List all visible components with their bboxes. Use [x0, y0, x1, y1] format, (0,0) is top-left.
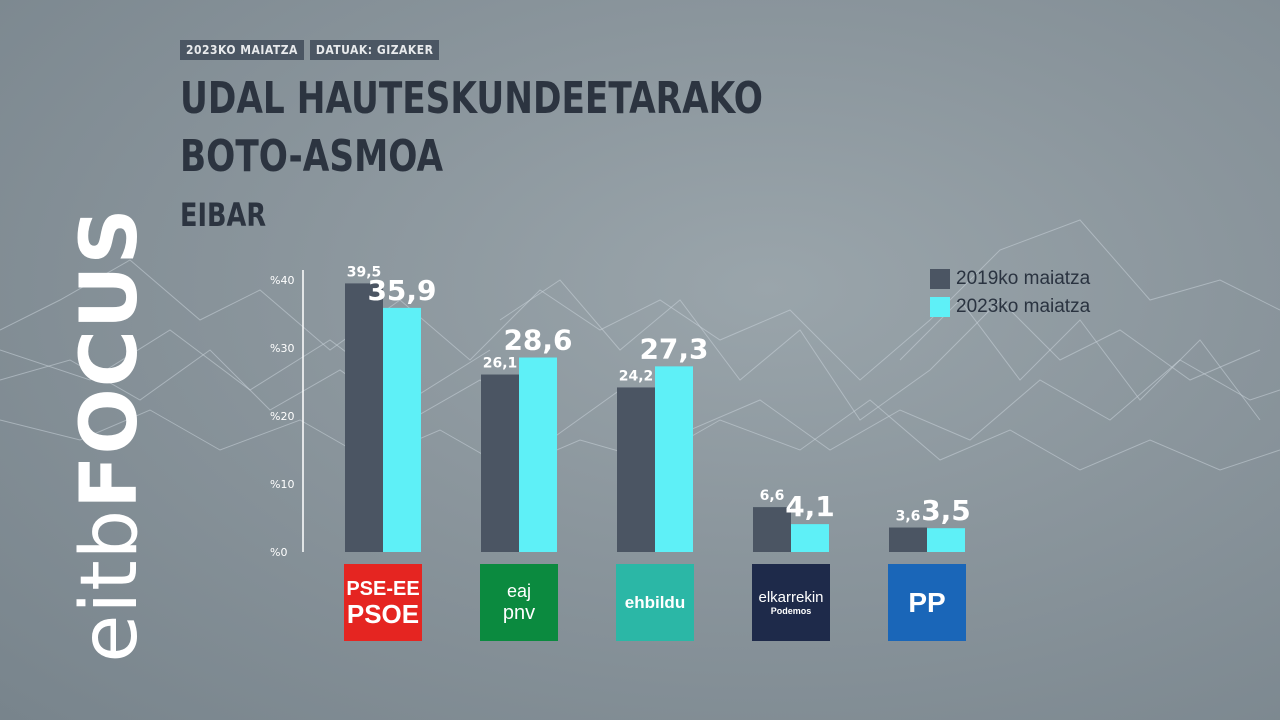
party-logo-ehbildu: ehbildu	[616, 564, 694, 641]
party-logo-ehbildu-line1: ehbildu	[624, 592, 686, 612]
chart-title: UDAL HAUTESKUNDEETARAKO BOTO-ASMOA	[180, 70, 763, 186]
data-label-2019-2: 24,2	[619, 368, 654, 384]
party-logo-pp: PP	[888, 564, 966, 641]
party-logo-elkarrekin-line1: elkarrekin	[758, 589, 824, 606]
bar-2019-3	[753, 507, 791, 552]
header-tags: 2023KO MAIATZA DATUAK: GIZAKER	[180, 40, 440, 60]
data-label-2023-2: 27,3	[639, 332, 708, 365]
y-tick-label: %20	[270, 410, 294, 423]
data-label-2023-1: 28,6	[503, 324, 572, 357]
data-label-2019-1: 26,1	[483, 356, 518, 372]
legend-item-2019: 2019ko maiatza	[930, 268, 1090, 290]
bar-2019-4	[889, 527, 927, 552]
y-tick-label: %0	[270, 546, 287, 559]
party-logo-psoe-line2: PSOE	[346, 598, 420, 629]
source-tag: DATUAK: GIZAKER	[309, 40, 440, 60]
title-line-2: BOTO-ASMOA	[180, 131, 444, 182]
y-tick-label: %30	[270, 342, 294, 355]
data-label-2023-3: 4,1	[785, 490, 835, 523]
legend-label-2023: 2023ko maiatza	[956, 296, 1091, 317]
bar-2023-1	[519, 357, 557, 552]
legend-swatch-2019	[930, 269, 950, 289]
party-logo-psoe-line1: PSE-EE	[346, 577, 420, 600]
y-tick-label: %10	[270, 478, 294, 491]
data-label-2019-3: 6,6	[760, 488, 785, 504]
legend-label-2019: 2019ko maiatza	[956, 268, 1091, 289]
party-logo-elkarrekin: elkarrekin Podemos	[752, 564, 830, 641]
y-tick-label: %40	[270, 274, 294, 287]
party-logo-elkarrekin-line2: Podemos	[770, 606, 812, 616]
chart-subtitle: EIBAR	[180, 196, 267, 234]
legend-item-2023: 2023ko maiatza	[930, 296, 1090, 318]
legend: 2019ko maiatza 2023ko maiatza	[930, 268, 1090, 324]
bar-2023-4	[927, 528, 965, 552]
bar-2019-2	[617, 387, 655, 552]
party-logo-pnv-line2: pnv	[502, 601, 536, 624]
bar-2019-0	[345, 283, 383, 552]
title-line-1: UDAL HAUTESKUNDEETARAKO	[180, 73, 763, 124]
bar-2023-2	[655, 366, 693, 552]
party-logo-pp-line1: PP	[908, 586, 946, 618]
bar-2023-3	[791, 524, 829, 552]
party-logo-pnv-line1: eaj	[506, 580, 532, 601]
date-tag: 2023KO MAIATZA	[180, 40, 304, 60]
party-logo-pnv: eaj pnv	[480, 564, 558, 641]
data-label-2019-0: 39,5	[347, 264, 382, 280]
bar-2023-0	[383, 307, 421, 552]
bar-2019-1	[481, 374, 519, 552]
data-label-2023-0: 35,9	[367, 274, 436, 307]
party-logo-psoe: PSE-EE PSOE	[344, 564, 422, 641]
data-label-2023-4: 3,5	[921, 494, 971, 527]
data-label-2019-4: 3,6	[896, 509, 921, 525]
legend-swatch-2023	[930, 297, 950, 317]
